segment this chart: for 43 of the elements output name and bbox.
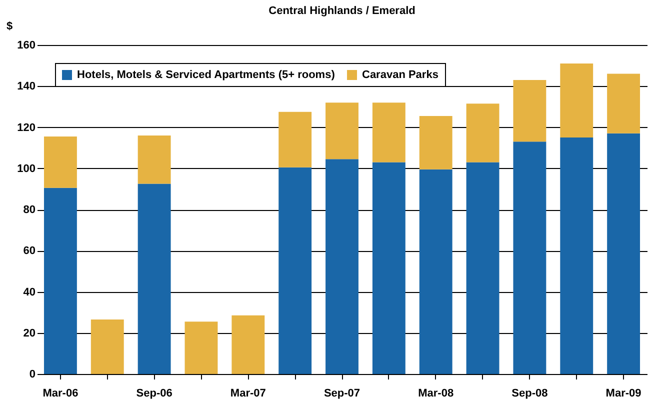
bar <box>90 320 124 374</box>
x-tick-label: Mar-06 <box>42 388 78 400</box>
y-tick-label: 40 <box>23 286 36 298</box>
bar <box>466 104 500 162</box>
bar <box>326 102 358 160</box>
bar <box>372 102 406 162</box>
chart-title: Central Highlands / Emerald <box>268 5 416 17</box>
legend-label: Hotels, Motels & Serviced Apartments (5+ rooms) <box>77 69 336 81</box>
y-tick-label: 100 <box>17 162 36 175</box>
x-tick-label: Mar-07 <box>230 388 266 400</box>
bar <box>278 167 312 374</box>
bar <box>560 138 594 374</box>
y-tick-label: 80 <box>23 204 36 216</box>
bar <box>372 162 406 374</box>
bar <box>466 162 500 374</box>
bar <box>419 116 452 170</box>
bar <box>44 136 77 188</box>
y-tick-label: 60 <box>23 245 36 258</box>
x-tick-label: Sep-06 <box>136 388 172 400</box>
bar <box>138 184 171 374</box>
bar <box>560 64 594 138</box>
bar <box>184 322 218 374</box>
bar <box>326 159 358 374</box>
bar <box>513 142 546 374</box>
bar <box>513 80 546 142</box>
y-tick-label: 20 <box>23 327 36 340</box>
x-tick-label: Sep-07 <box>324 388 360 400</box>
y-tick-label: 0 <box>29 368 36 380</box>
bar <box>232 315 265 374</box>
x-tick-label: Mar-09 <box>606 388 642 400</box>
x-tick-label: Mar-08 <box>418 388 454 400</box>
y-tick-label: 120 <box>17 122 36 134</box>
bar <box>419 169 452 374</box>
bar <box>138 135 171 184</box>
bar <box>607 133 640 374</box>
bar <box>607 74 640 134</box>
y-tick-label: 140 <box>17 80 36 93</box>
bar <box>44 188 77 374</box>
y-tick-label: 160 <box>17 40 36 52</box>
x-tick-label: Sep-08 <box>512 388 548 400</box>
y-axis-title: $ <box>6 20 13 32</box>
bar <box>278 112 312 168</box>
legend-label: Caravan Parks <box>362 69 438 81</box>
